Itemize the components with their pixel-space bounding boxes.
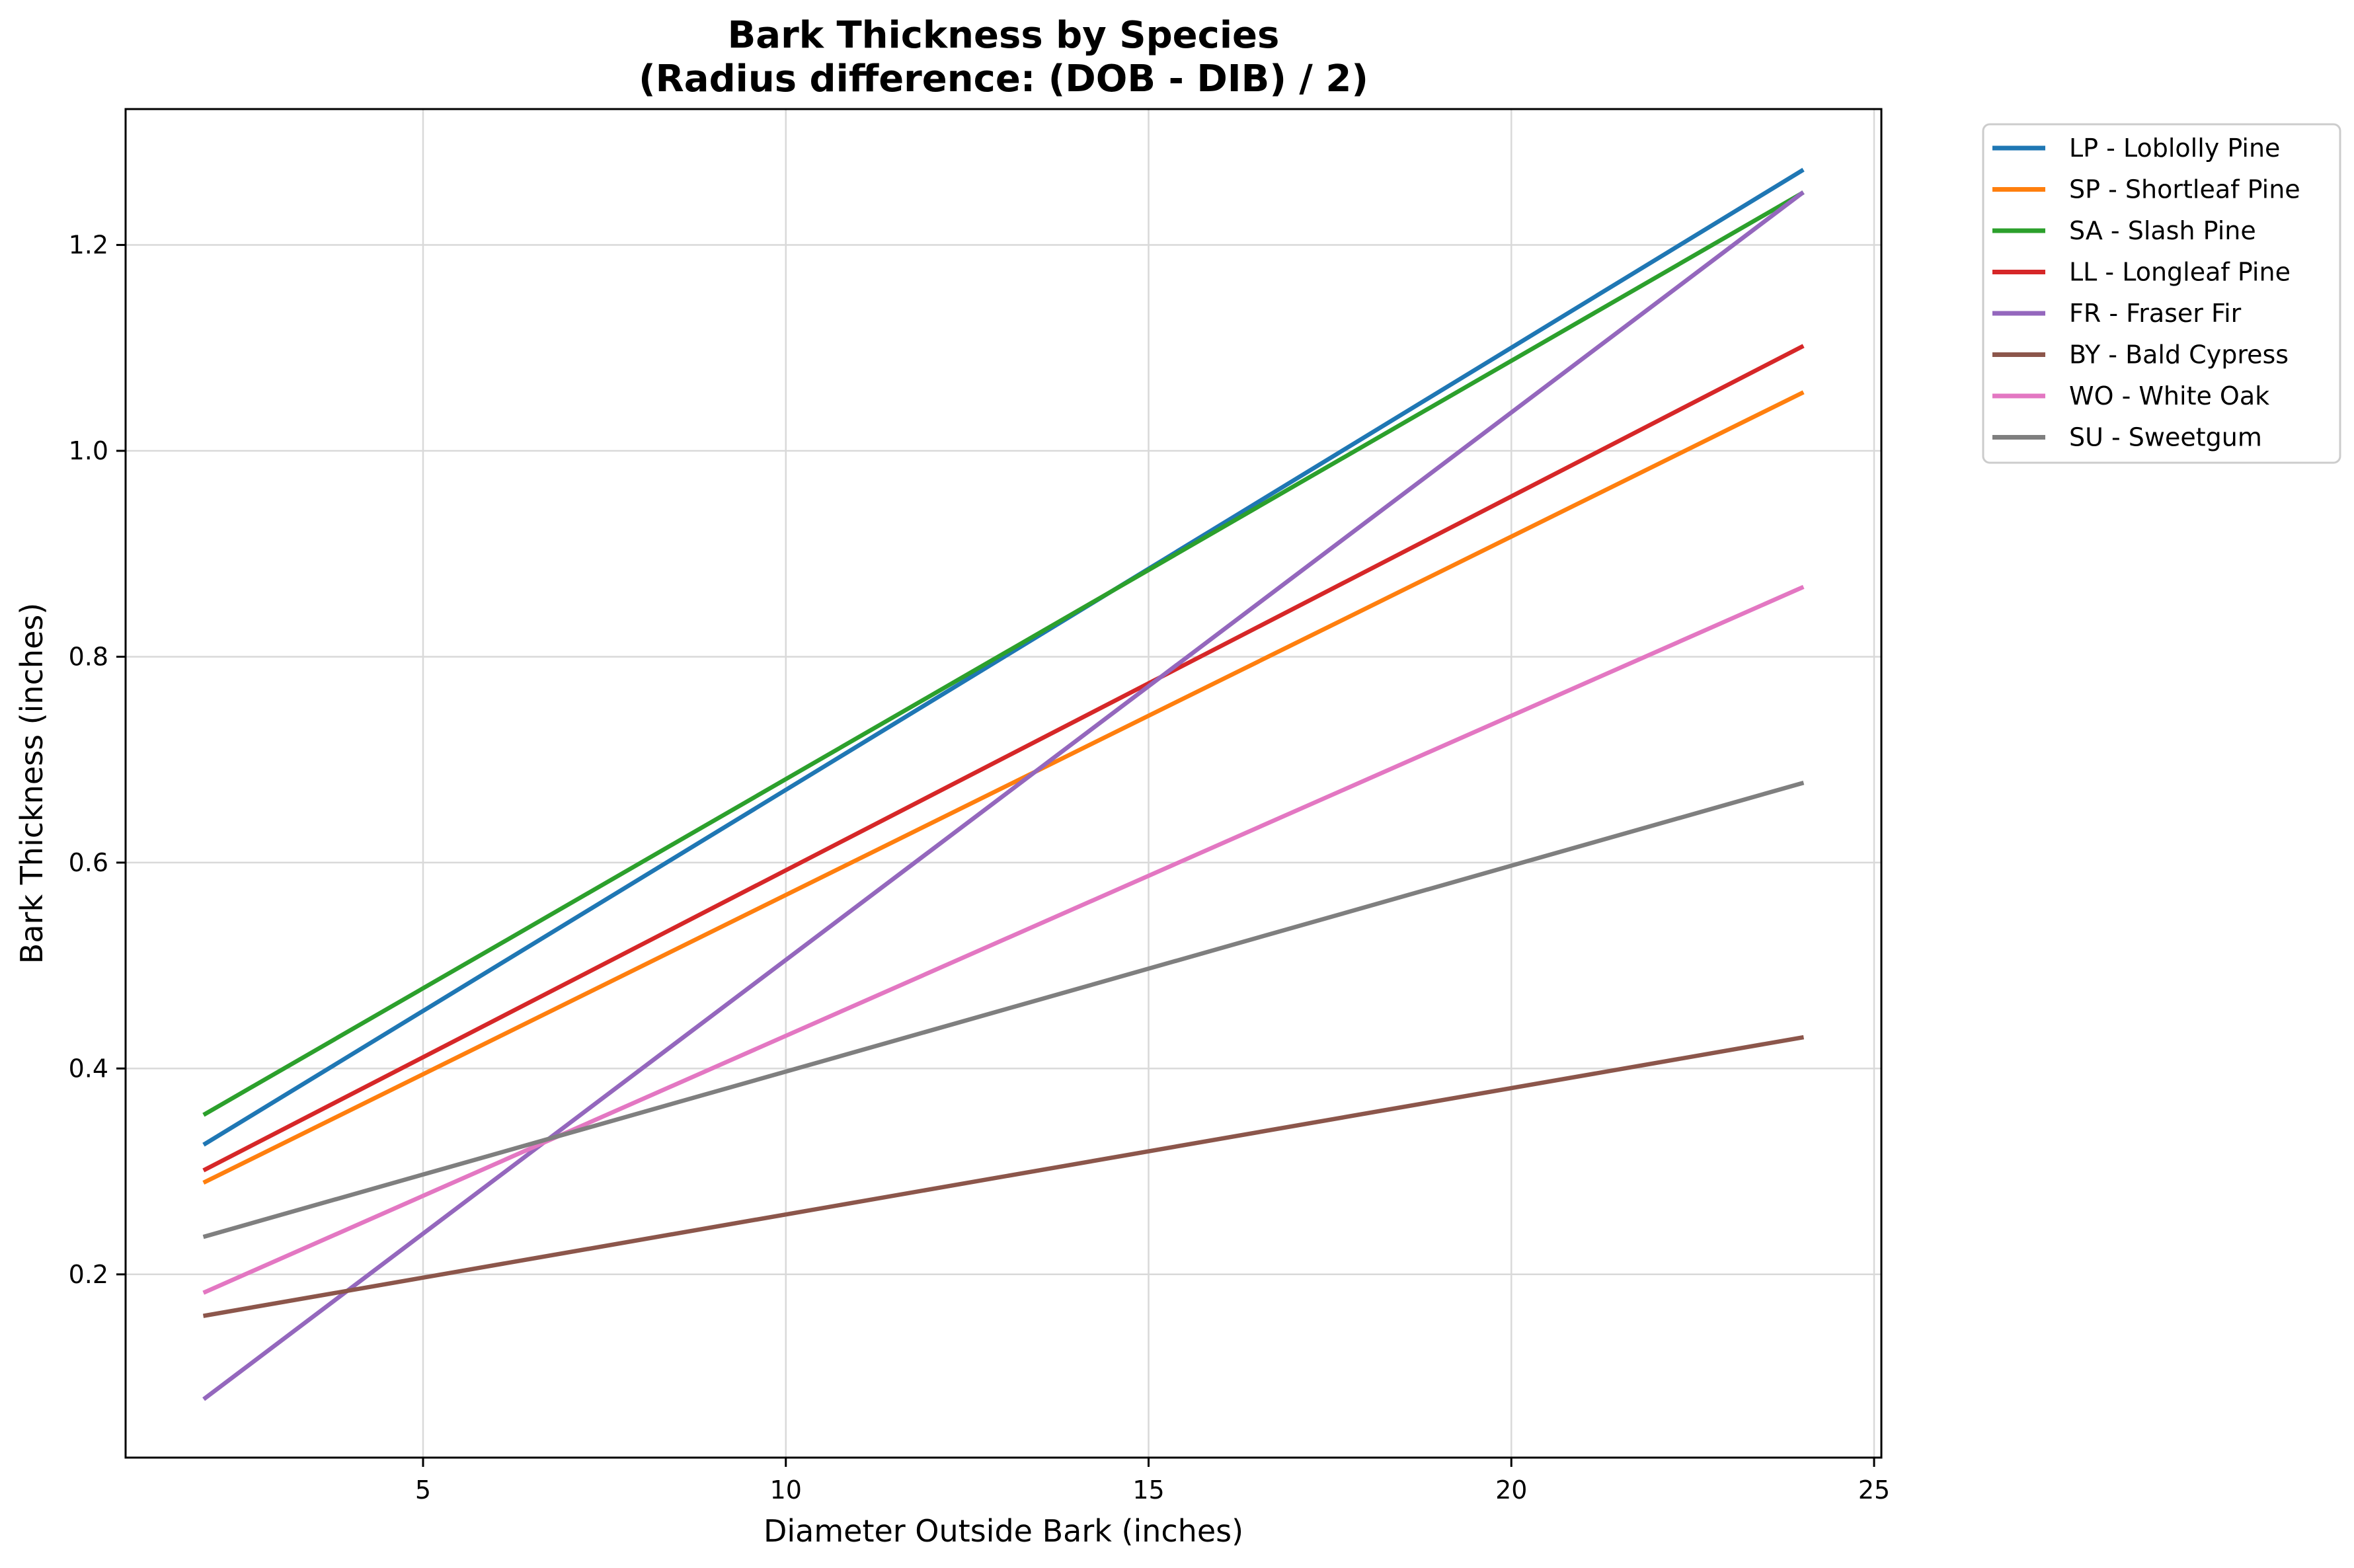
- y-tick-label: 1.0: [69, 436, 108, 465]
- series-line-wo: [202, 584, 1805, 1295]
- series-group: [202, 167, 1805, 1401]
- legend-entry-label: LL - Longleaf Pine: [2069, 258, 2291, 287]
- y-tick-label: 0.4: [69, 1054, 108, 1083]
- y-tick-label: 1.2: [69, 231, 108, 260]
- legend-entry-label: SA - Slash Pine: [2069, 216, 2256, 245]
- y-tick-label: 0.2: [69, 1260, 108, 1289]
- legend-entry-label: BY - Bald Cypress: [2069, 340, 2289, 370]
- y-tick-label: 0.8: [69, 642, 108, 671]
- y-tick-label: 0.6: [69, 848, 108, 877]
- series-line-lp: [202, 167, 1805, 1147]
- legend-entry-label: SP - Shortleaf Pine: [2069, 175, 2300, 204]
- y-axis-label: Bark Thickness (inches): [14, 603, 50, 964]
- x-tick-label: 15: [1132, 1475, 1164, 1505]
- legend: LP - Loblolly Pine SP - Shortleaf Pine SA …: [1982, 123, 2341, 464]
- series-line-by: [202, 1035, 1805, 1318]
- series-line-fr: [202, 190, 1805, 1401]
- series-line-sa: [202, 190, 1805, 1117]
- x-tick-label: 10: [770, 1475, 802, 1505]
- chart-subtitle: (Radius difference: (DOB - DIB) / 2): [639, 58, 1368, 100]
- series-line-ll: [202, 344, 1805, 1173]
- legend-frame: [1982, 123, 2341, 464]
- y-axis-ticks: 0.2 0.4 0.6 0.8 1.0 1.2: [69, 231, 126, 1289]
- grid: [126, 109, 1881, 1458]
- legend-entry-label: LP - Loblolly Pine: [2069, 134, 2280, 163]
- x-tick-label: 5: [415, 1475, 431, 1505]
- series-line-sp: [202, 390, 1805, 1185]
- legend-entry-label: FR - Fraser Fir: [2069, 299, 2242, 328]
- x-axis-label: Diameter Outside Bark (inches): [764, 1513, 1243, 1549]
- x-tick-label: 20: [1495, 1475, 1527, 1505]
- plot-area-frame: [124, 108, 1883, 1459]
- x-tick-label: 25: [1858, 1475, 1890, 1505]
- legend-entry-label: WO - White Oak: [2069, 381, 2269, 411]
- chart-title: Bark Thickness by Species: [728, 14, 1280, 57]
- legend-entry-label: SU - Sweetgum: [2069, 423, 2262, 452]
- series-line-su: [202, 780, 1805, 1239]
- x-axis-ticks: 5 10 15 20 25: [415, 1458, 1890, 1505]
